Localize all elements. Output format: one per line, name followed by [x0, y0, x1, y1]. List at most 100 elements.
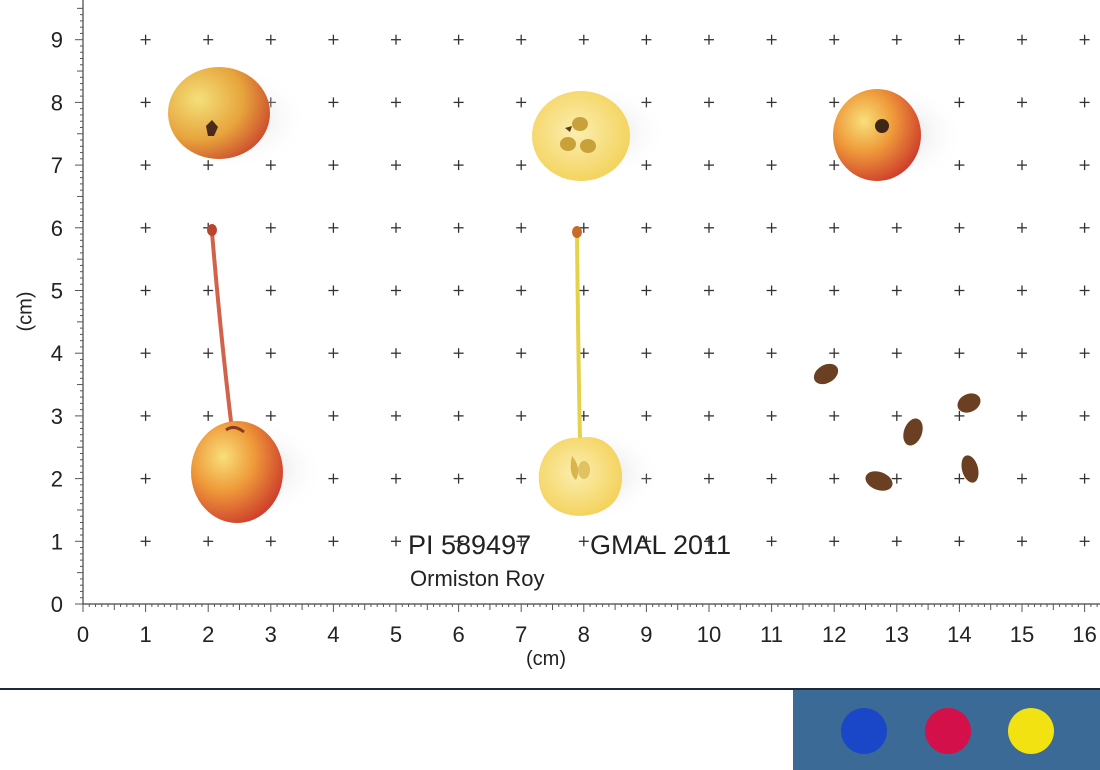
grid-plus-mark	[891, 34, 902, 45]
grid-plus-mark	[1079, 348, 1090, 359]
grid-plus-mark	[453, 536, 464, 547]
y-tick-label: 5	[51, 279, 63, 304]
grid-plus-mark	[391, 348, 401, 359]
grid-plus-mark	[140, 34, 151, 45]
grid-plus-mark	[891, 536, 902, 547]
grid-plus-mark	[891, 410, 902, 421]
grid-plus-mark	[954, 285, 965, 296]
grid-plus-mark	[829, 536, 840, 547]
grid-plus-mark	[265, 34, 276, 45]
grid-plus-mark	[1017, 348, 1027, 359]
grid-plus-mark	[391, 160, 401, 171]
grid-plus-mark	[766, 348, 777, 359]
collection-label: GMAL 2011	[590, 530, 732, 560]
grid-plus-mark	[704, 536, 714, 547]
grid-plus-mark	[391, 410, 401, 421]
y-tick-label: 3	[51, 404, 63, 429]
grid-plus-mark	[766, 285, 777, 296]
grid-plus-mark	[766, 222, 777, 233]
x-tick-label: 5	[390, 622, 402, 647]
grid-plus-mark	[328, 222, 339, 233]
grid-plus-mark	[829, 97, 840, 108]
grid-plus-mark	[453, 410, 464, 421]
grid-plus-mark	[954, 473, 965, 484]
grid-plus-mark	[704, 473, 714, 484]
grid-plus-mark	[391, 536, 401, 547]
grid-plus-mark	[1017, 160, 1027, 171]
fruit-calyx-view	[825, 84, 965, 184]
grid-plus-mark	[516, 536, 527, 547]
y-tick-label: 8	[51, 90, 63, 115]
fruit-side-with-stem	[185, 224, 325, 523]
seed	[957, 393, 981, 413]
grid-plus-mark	[954, 160, 965, 171]
grid-plus-mark	[704, 97, 714, 108]
grid-plus-mark	[1079, 536, 1090, 547]
x-tick-label: 11	[760, 622, 783, 647]
grid-plus-mark	[1079, 97, 1090, 108]
grid-plus-mark	[203, 285, 214, 296]
grid-plus-mark	[1079, 222, 1090, 233]
grid-plus-mark	[516, 473, 527, 484]
x-tick-label: 6	[452, 622, 464, 647]
grid-plus-mark	[516, 222, 527, 233]
x-tick-label: 16	[1072, 622, 1096, 647]
x-tick-label: 0	[77, 622, 89, 647]
grid-plus-mark	[328, 160, 339, 171]
grid-plus-mark	[578, 536, 589, 547]
grid-plus-mark	[766, 473, 777, 484]
grid-plus-mark	[328, 473, 339, 484]
magenta-swatch	[925, 708, 971, 754]
grid-plus-mark	[1017, 410, 1027, 421]
grid-plus-mark	[453, 285, 464, 296]
accession-label: PI 589497	[408, 530, 532, 560]
grid-plus-mark	[391, 473, 401, 484]
seed	[865, 471, 893, 491]
y-tick-label: 6	[51, 216, 63, 241]
x-tick-label: 13	[885, 622, 909, 647]
grid-plus-mark	[1079, 160, 1090, 171]
y-tick-label: 2	[51, 467, 63, 492]
grid-plus-mark	[328, 410, 339, 421]
grid-plus-mark	[140, 222, 151, 233]
grid-plus-mark	[453, 97, 464, 108]
cultivar-label: Ormiston Roy	[410, 566, 545, 591]
grid-plus-mark	[1017, 285, 1027, 296]
grid-plus-mark	[829, 348, 840, 359]
grid-plus-mark	[516, 160, 527, 171]
grid-plus-mark	[578, 34, 589, 45]
grid-plus-mark	[453, 222, 464, 233]
y-tick-label: 7	[51, 153, 63, 178]
blue-swatch	[841, 708, 887, 754]
grid-plus-mark	[1017, 536, 1027, 547]
x-tick-label: 8	[578, 622, 590, 647]
grid-plus-mark	[453, 473, 464, 484]
grid-plus-mark	[954, 97, 965, 108]
x-tick-label: 14	[947, 622, 971, 647]
seeds	[813, 363, 981, 491]
grid-plus-mark	[704, 285, 714, 296]
grid-plus-mark	[328, 285, 339, 296]
grid-plus-mark	[516, 348, 527, 359]
grid-plus-mark	[578, 285, 589, 296]
grid-plus-mark	[140, 285, 151, 296]
grid-plus-mark	[891, 222, 902, 233]
grid-plus-mark	[641, 348, 652, 359]
grid-plus-mark	[766, 97, 777, 108]
grid-plus-mark	[641, 285, 652, 296]
grid-plus-mark	[265, 348, 276, 359]
grid-plus-mark	[1079, 285, 1090, 296]
grid-plus-mark	[704, 222, 714, 233]
fruit-longitudinal-section	[530, 226, 662, 522]
grid-plus-mark	[516, 34, 527, 45]
seed	[813, 363, 839, 385]
y-tick-label: 9	[51, 28, 63, 53]
grid-plus-mark	[265, 410, 276, 421]
grid-plus-mark	[829, 285, 840, 296]
grid-plus-mark	[203, 410, 214, 421]
y-tick-label: 4	[51, 341, 63, 366]
grid-plus-mark	[453, 34, 464, 45]
grid-plus-mark	[954, 222, 965, 233]
grid-plus-mark	[829, 34, 840, 45]
